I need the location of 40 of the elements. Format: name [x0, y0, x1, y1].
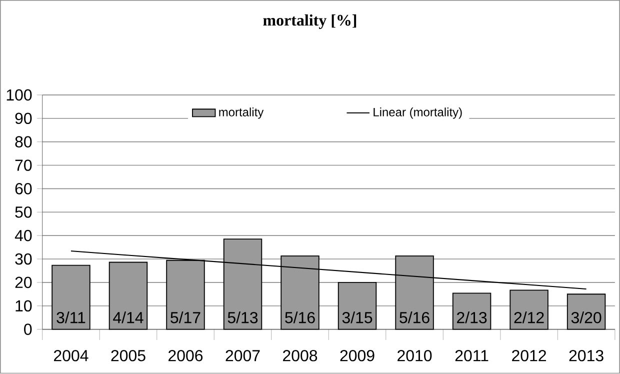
bar: [566, 294, 606, 330]
bar: [338, 282, 377, 330]
annotation: 3/11: [56, 312, 86, 324]
x-tick-label: 2008: [283, 350, 318, 362]
y-tick-label: 40: [14, 230, 32, 242]
legend-label: mortality: [219, 108, 264, 119]
y-tick-label: 70: [15, 160, 32, 172]
y-tick-label: 80: [15, 136, 32, 148]
bar: [52, 265, 90, 330]
annotation: 3/15: [342, 312, 372, 324]
x-tick-label: 2006: [168, 350, 203, 362]
y-tick-label: 20: [15, 276, 32, 288]
annotation: 5/17: [170, 312, 200, 324]
y-tick-label: 10: [16, 300, 32, 312]
x-tick-label: 2009: [340, 350, 374, 362]
annotation: 5/16: [285, 312, 315, 324]
y-tick-label: 100: [6, 89, 32, 101]
y-tick-label: 60: [15, 183, 32, 194]
annotation: 4/14: [113, 312, 144, 324]
y-tick-label: 90: [15, 112, 32, 124]
y-tick-label: 30: [15, 254, 32, 265]
bar: [510, 290, 548, 330]
x-tick-label: 2007: [226, 350, 260, 362]
x-tick-label: 2010: [398, 350, 432, 362]
bar: [108, 262, 148, 330]
annotation: 2/12: [514, 312, 544, 324]
x-tick-label: 2004: [54, 350, 88, 362]
annotation: 3/20: [571, 312, 602, 324]
x-tick-label: 2013: [569, 350, 604, 362]
x-tick-label: 2012: [512, 350, 546, 362]
legend-label: Linear (mortality): [374, 108, 462, 119]
annotation: 2/13: [457, 312, 487, 324]
bar: [452, 292, 492, 330]
annotation: 5/16: [400, 312, 430, 324]
annotation: 5/13: [228, 312, 258, 324]
y-tick-label: 0: [24, 324, 32, 336]
x-tick-label: 2011: [455, 350, 488, 362]
y-tick-label: 50: [15, 206, 32, 218]
chart-title: mortality [%]: [263, 14, 356, 30]
x-tick-label: 2005: [111, 350, 146, 362]
